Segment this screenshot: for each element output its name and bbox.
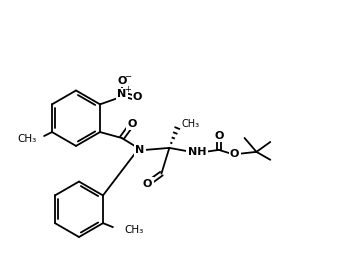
- Text: +: +: [124, 85, 131, 94]
- Text: O: O: [117, 76, 126, 86]
- Text: CH₃: CH₃: [17, 134, 36, 144]
- Text: −: −: [124, 72, 131, 81]
- Text: N: N: [117, 89, 126, 99]
- Text: O: O: [143, 179, 152, 189]
- Text: O: O: [127, 119, 136, 129]
- Text: CH₃: CH₃: [181, 119, 199, 129]
- Text: O: O: [133, 93, 142, 102]
- Text: NH: NH: [188, 147, 206, 157]
- Text: O: O: [230, 149, 239, 159]
- Text: N: N: [135, 145, 144, 155]
- Text: O: O: [214, 131, 223, 141]
- Text: CH₃: CH₃: [125, 225, 144, 235]
